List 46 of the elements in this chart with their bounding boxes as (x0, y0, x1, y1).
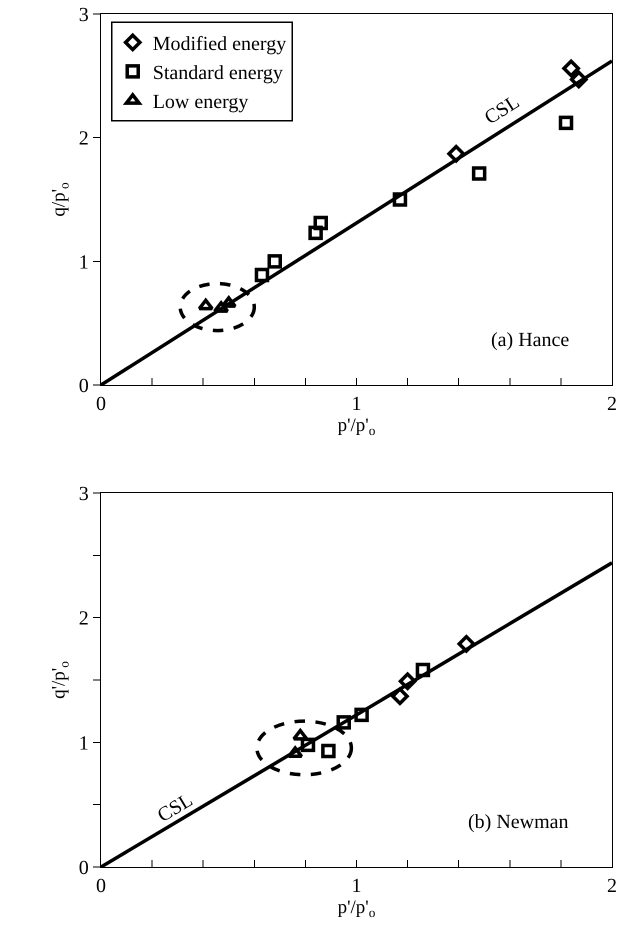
point (220, 296, 237, 308)
legend-label: Modified energy (152, 33, 286, 56)
y-tick-label: 1 (78, 251, 89, 274)
legend-label: Standard energy (152, 62, 283, 84)
point (398, 672, 416, 690)
y-tick-label: 0 (78, 857, 89, 879)
point (562, 60, 580, 78)
point (391, 687, 409, 706)
point (267, 254, 282, 269)
point (313, 216, 328, 230)
x-tick-label: 0 (96, 393, 106, 416)
y-tick-label: 2 (78, 608, 89, 630)
point (354, 708, 369, 722)
x-tick-label: 2 (607, 393, 617, 416)
point (254, 268, 270, 282)
point (287, 746, 304, 758)
legend-label: Low energy (152, 91, 248, 114)
x-axis-title: p'/p'$_{o}$ (338, 897, 376, 920)
y-tick-label: 3 (78, 483, 89, 505)
y-tick-label: 0 (78, 375, 89, 397)
annotation: (b) Newman (468, 811, 569, 833)
x-tick-label: 1 (352, 393, 362, 416)
point (198, 298, 214, 310)
point (447, 144, 466, 163)
x-tick-label: 2 (607, 875, 617, 898)
annotation: CSL (480, 90, 524, 130)
point (336, 715, 351, 730)
x-axis-title: p'/p'$_{o}$ (338, 415, 376, 438)
y-tick-label: 1 (78, 732, 89, 754)
point (212, 301, 230, 313)
annotation: (a) Hance (491, 329, 570, 351)
point (300, 738, 316, 752)
point (416, 662, 430, 678)
x-tick-label: 0 (96, 875, 106, 898)
point (558, 116, 574, 130)
point (472, 166, 486, 181)
point (392, 192, 408, 207)
x-tick-label: 1 (352, 875, 362, 898)
point (321, 744, 336, 758)
y-tick-label: 3 (78, 4, 89, 26)
y-tick-label: 2 (78, 128, 89, 150)
annotation: CSL (154, 789, 197, 827)
point (570, 70, 588, 88)
point (292, 728, 308, 741)
point (457, 634, 476, 653)
point (308, 226, 323, 240)
